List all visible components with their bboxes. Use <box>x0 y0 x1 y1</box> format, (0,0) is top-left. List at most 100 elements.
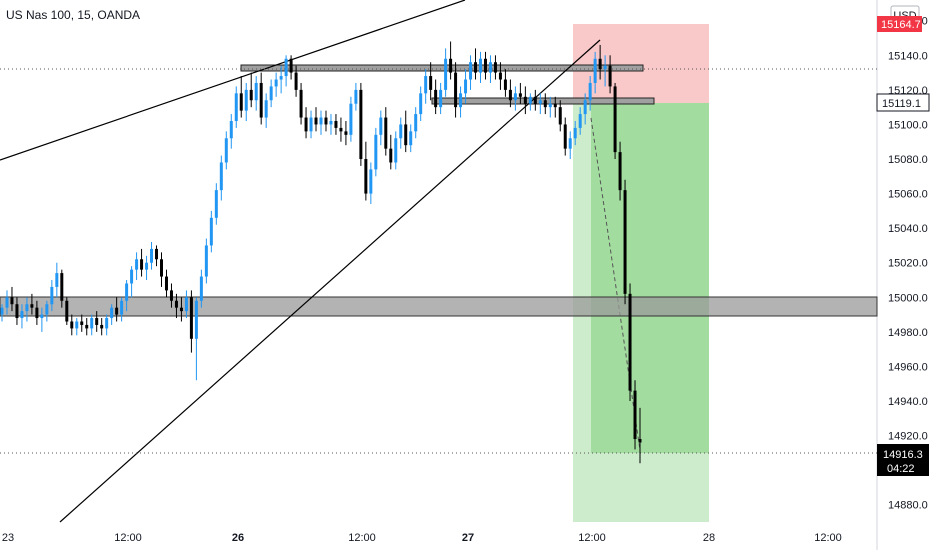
candle <box>339 117 343 142</box>
y-tick-label: 14980.0 <box>888 327 928 339</box>
candle-body <box>55 273 59 287</box>
candle-body <box>254 82 258 101</box>
candle <box>464 69 468 104</box>
candle <box>150 241 154 270</box>
candle-body <box>588 82 592 101</box>
candle <box>140 248 144 277</box>
candle-body <box>553 103 557 108</box>
candle-body <box>239 93 243 111</box>
candle <box>164 269 168 298</box>
candle-body <box>439 89 443 108</box>
candle <box>638 407 642 464</box>
candle-body <box>45 304 49 315</box>
candle-body <box>474 62 478 73</box>
last-price-label: 14916.3 <box>883 449 923 461</box>
candle-body <box>638 439 642 443</box>
candle-body <box>623 190 627 294</box>
candle <box>229 114 233 149</box>
candle <box>120 297 124 322</box>
candle-body <box>135 259 139 270</box>
candle <box>169 283 173 308</box>
candle <box>329 114 333 135</box>
candle-body <box>229 120 233 139</box>
x-tick-label: 28 <box>703 532 715 544</box>
x-tick-label: 12:00 <box>348 532 376 544</box>
candle-body <box>344 131 348 135</box>
candle-body <box>538 100 542 104</box>
candle-body <box>404 124 408 146</box>
candle <box>364 141 368 201</box>
upper-trend-line[interactable] <box>0 0 466 161</box>
candle-body <box>369 169 373 194</box>
candle-body <box>379 117 383 135</box>
candle-body <box>364 159 368 194</box>
candle-body <box>65 300 69 322</box>
candle <box>244 82 248 121</box>
candle-body <box>419 93 423 115</box>
candle <box>354 82 358 111</box>
y-tick-label: 15000.0 <box>888 292 928 304</box>
resistance-box-upper[interactable] <box>240 64 644 72</box>
reference-price-label: 15119.1 <box>882 98 921 110</box>
candle-body <box>50 286 54 305</box>
candle <box>414 107 418 139</box>
candle-body <box>593 58 597 83</box>
candle-body <box>479 58 482 73</box>
candle <box>115 297 119 322</box>
candle <box>189 290 193 353</box>
resistance-box-lower[interactable] <box>431 97 655 105</box>
candle <box>588 76 592 111</box>
candle-body <box>613 86 617 153</box>
candle-body <box>224 138 228 163</box>
candle-body <box>608 65 612 87</box>
candle <box>299 82 303 125</box>
candle-body <box>533 96 537 104</box>
candle <box>40 307 44 332</box>
support-band[interactable] <box>0 296 878 317</box>
candle-body <box>304 117 308 132</box>
candle <box>60 269 64 308</box>
candle <box>55 262 59 298</box>
candle-body <box>169 290 173 301</box>
candle <box>548 96 552 118</box>
candle-body <box>573 127 577 139</box>
candle-body <box>598 58 602 70</box>
candle <box>503 69 507 97</box>
candle <box>389 134 393 170</box>
candle <box>274 72 278 97</box>
candles-group <box>0 41 642 464</box>
candle <box>35 300 39 325</box>
stop-loss-zone <box>573 24 709 103</box>
lower-trend-line[interactable] <box>59 39 601 523</box>
candle-body <box>548 103 552 108</box>
candle-body <box>324 117 328 125</box>
candle <box>194 297 198 381</box>
candle-body <box>264 100 268 118</box>
candle <box>145 255 149 281</box>
candle <box>498 62 502 90</box>
x-axis[interactable]: 23 12:00 26 12:00 27 12:00 28 12:00 <box>2 532 842 544</box>
candle <box>219 155 223 201</box>
candle <box>269 79 273 108</box>
candle-body <box>513 93 517 101</box>
candle-body <box>174 300 178 308</box>
candle <box>483 51 487 80</box>
candle-body <box>234 93 238 121</box>
y-axis[interactable]: 14880.014900.014920.014940.014960.014980… <box>888 16 928 512</box>
candle-body <box>130 269 134 284</box>
candle-body <box>299 89 303 118</box>
candle-body <box>603 65 607 70</box>
candle <box>593 51 597 94</box>
candle-body <box>120 300 124 315</box>
candle-body <box>329 120 333 125</box>
candle <box>199 269 203 308</box>
candle <box>608 55 612 94</box>
candle-body <box>70 321 74 329</box>
candle-body <box>483 58 487 73</box>
candle <box>568 131 572 160</box>
candle <box>528 93 532 111</box>
y-tick-label: 15020.0 <box>888 258 928 270</box>
candle-body <box>339 127 343 132</box>
candle-body <box>160 259 163 277</box>
